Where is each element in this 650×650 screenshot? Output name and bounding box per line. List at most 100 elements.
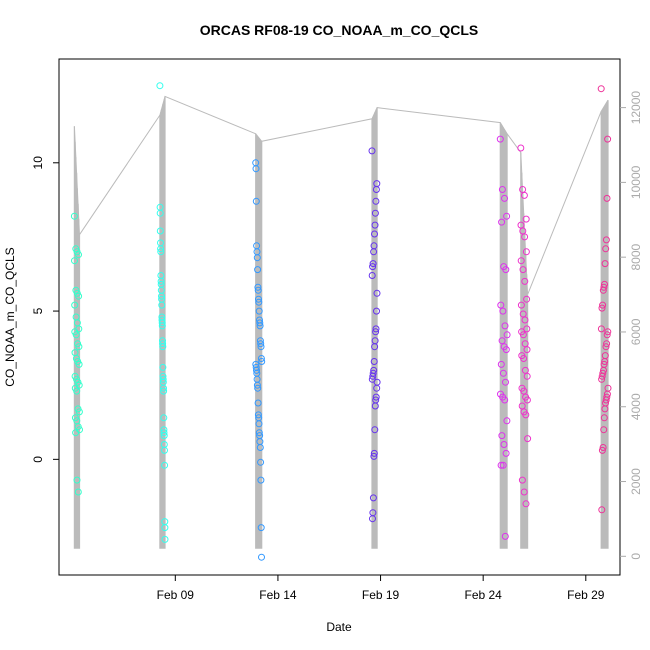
plot-frame [58,58,621,576]
y-tick-label-2: 10 [31,156,45,170]
data-point-rf14-8 [599,286,607,294]
data-point-rf14-2 [603,194,611,202]
data-point-rf10-25 [253,381,261,389]
data-point-rf11-3 [372,197,380,205]
data-point-rf09-2 [156,209,164,217]
data-point-rf12-4 [498,218,506,226]
altitude-profile-6 [520,152,529,549]
y-axis-label: CO_NOAA_m_CO_QCLS [3,247,17,386]
data-point-rf10-22 [253,366,260,374]
data-point-rf09-30 [160,432,168,440]
data-point-rf10-36 [257,476,265,484]
data-point-rf09-16 [158,319,166,327]
data-point-rf09-21 [159,363,167,371]
data-point-rf11-24 [373,384,381,392]
data-point-rf11-5 [371,221,379,229]
data-point-rf14-9 [599,301,607,309]
y-tick-label-0: 0 [31,456,45,463]
data-point-rf08-25 [73,387,81,395]
altitude-profile-7 [600,100,609,549]
data-point-rf08-3 [75,251,82,259]
data-point-rf12-1 [498,186,506,193]
data-point-rf09-11 [158,292,165,300]
data-point-rf14-4 [602,245,610,253]
data-point-rf08-4 [71,257,78,265]
data-point-rf12-7 [497,301,505,309]
data-point-rf11-21 [369,372,377,380]
data-point-rf12-23 [502,449,510,457]
data-point-rf12-14 [497,360,505,368]
data-point-rf13-10 [521,277,529,285]
data-point-rf14-3 [602,236,610,244]
data-point-rf10-31 [255,429,263,437]
data-point-rf13-17 [519,331,527,339]
data-point-rf11-0 [368,147,376,155]
data-point-rf14-29 [600,414,608,422]
y2-tick-label-4: 8000 [629,244,643,271]
data-point-rf13-0 [517,144,525,152]
chart-title: ORCAS RF08-19 CO_NOAA_m_CO_QCLS [200,22,479,38]
data-point-rf09-27 [160,414,168,422]
data-point-rf08-33 [73,476,81,484]
data-point-rf14-11 [597,325,605,333]
data-point-rf14-26 [602,396,610,404]
y2-tick-label-1: 2000 [629,468,643,495]
data-point-rf12-6 [502,266,510,274]
data-point-rf11-15 [372,328,380,336]
data-point-rf08-13 [72,331,80,339]
x-axis-label: Date [326,620,352,634]
data-point-rf12-13 [502,346,510,354]
data-point-rf11-12 [373,289,381,297]
data-point-rf11-4 [371,209,379,217]
data-point-rf08-19 [75,360,83,368]
data-point-rf08-8 [71,301,79,309]
data-point-rf11-11 [368,272,376,279]
data-point-rf12-22 [500,441,508,448]
data-point-rf12-0 [496,135,504,143]
data-point-rf13-14 [521,316,529,324]
data-point-rf12-19 [501,396,509,404]
data-point-rf08-7 [75,292,83,300]
x-tick-label-2: Feb 19 [362,588,400,602]
data-point-rf08-32 [72,429,80,437]
y2-tick-label-6: 12000 [629,91,643,125]
data-point-rf09-33 [161,461,169,469]
data-point-rf13-31 [524,435,532,443]
data-point-rf10-37 [257,524,265,532]
data-point-rf12-9 [501,322,509,330]
data-point-rf14-33 [598,506,606,514]
data-point-rf11-10 [369,263,377,271]
data-point-rf13-21 [520,355,528,362]
data-point-rf13-6 [521,233,529,241]
x-tick-label-1: Feb 14 [259,588,297,602]
data-point-rf10-14 [256,322,264,330]
data-point-rf11-30 [370,452,378,460]
data-point-rf13-34 [522,500,530,508]
data-point-rf14-22 [598,375,606,383]
data-point-rf10-38 [258,553,265,561]
data-point-rf09-25 [160,384,167,392]
data-point-rf08-27 [75,408,83,416]
data-point-rf14-5 [601,260,609,268]
data-point-rf12-25 [499,461,507,469]
data-point-rf08-0 [70,212,78,220]
data-point-rf13-8 [517,257,525,265]
data-point-rf11-17 [371,343,379,351]
data-point-rf14-30 [600,426,608,434]
data-point-rf13-7 [522,248,530,256]
data-point-rf10-10 [255,298,263,306]
data-point-rf10-7 [254,283,262,291]
data-point-rf09-13 [158,301,166,309]
data-point-rf14-10 [598,304,606,312]
data-point-rf10-16 [257,340,265,348]
data-point-rf09-17 [158,322,166,330]
y2-tick-label-2: 4000 [629,393,643,420]
data-point-rf11-6 [371,230,378,238]
data-point-rf14-28 [601,405,609,413]
data-point-rf11-29 [370,449,378,457]
data-point-rf09-35 [161,524,169,532]
x-tick-label-0: Feb 09 [157,588,195,602]
y2-tick-label-3: 6000 [629,318,643,345]
data-point-rf11-8 [370,248,378,256]
